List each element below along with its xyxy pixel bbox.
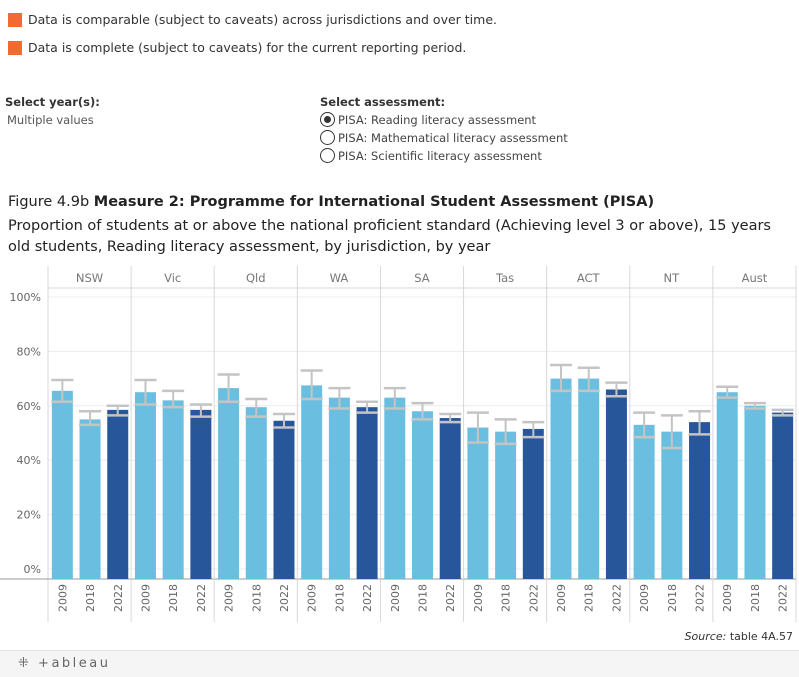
bar-wa-2009 (301, 385, 323, 579)
panel-label-sa: SA (414, 271, 430, 285)
radio-option-scientific[interactable]: PISA: Scientific literacy assessment (320, 148, 542, 163)
x-tick-label: 2022 (112, 584, 125, 612)
bar-qld-2009 (218, 388, 240, 579)
x-tick-label: 2022 (361, 584, 374, 612)
panel-label-wa: WA (330, 271, 349, 285)
panel-label-nt: NT (664, 271, 681, 285)
legend-row-comparable: Data is comparable (subject to caveats) … (8, 12, 497, 27)
x-tick-label: 2009 (721, 584, 734, 612)
x-tick-label: 2022 (444, 584, 457, 612)
x-tick-label: 2009 (56, 584, 69, 612)
y-tick-label: 40% (17, 454, 41, 467)
radio-option-reading[interactable]: PISA: Reading literacy assessment (320, 112, 536, 127)
bar-nsw-2009 (51, 390, 73, 579)
x-tick-label: 2018 (583, 584, 596, 612)
figure-title-text: Measure 2: Programme for International S… (93, 194, 655, 210)
panel-label-act: ACT (577, 271, 601, 285)
assessment-filter-title: Select assessment: (320, 95, 446, 109)
legend-swatch-comparable (8, 12, 22, 27)
x-tick-label: 2022 (694, 584, 707, 612)
bar-act-2022 (605, 389, 627, 579)
source-note: Source: table 4A.57 (685, 630, 793, 643)
y-tick-label: 0% (24, 563, 41, 576)
bar-sa-2009 (384, 397, 406, 579)
bar-qld-2022 (273, 420, 295, 579)
radio-selected-icon[interactable] (320, 112, 335, 127)
legend-text-complete: Data is complete (subject to caveats) fo… (28, 40, 467, 55)
source-label: Source: (684, 630, 727, 643)
y-tick-label: 60% (17, 400, 41, 413)
bar-nt-2009 (633, 424, 655, 579)
x-tick-label: 2009 (389, 584, 402, 612)
x-tick-label: 2009 (139, 584, 152, 612)
panel-label-qld: Qld (246, 271, 266, 285)
bar-chart: 0% 20% 40% 60% 80% 100% NSW 2009 2018 2022 Vic 2009… (0, 266, 797, 622)
radio-label-mathematical[interactable]: PISA: Mathematical literacy assessment (338, 130, 568, 145)
radio-label-scientific[interactable]: PISA: Scientific literacy assessment (338, 148, 542, 163)
year-filter-value[interactable]: Multiple values (7, 113, 94, 127)
y-tick-label: 80% (17, 345, 41, 358)
bar-wa-2018 (328, 397, 350, 579)
y-tick-label: 100% (10, 291, 41, 304)
bar-tas-2018 (495, 431, 517, 579)
bar-tas-2022 (522, 428, 544, 579)
y-tick-label: 20% (17, 509, 41, 522)
x-tick-label: 2022 (527, 584, 540, 612)
figure-title: Figure 4.9b Measure 2: Programme for Int… (8, 194, 654, 210)
x-tick-label: 2018 (84, 584, 97, 612)
legend-row-complete: Data is complete (subject to caveats) fo… (8, 40, 466, 55)
panel-label-tas: Tas (495, 271, 514, 285)
x-tick-label: 2022 (777, 584, 790, 612)
panel-label-nsw: NSW (76, 271, 103, 285)
x-tick-label: 2018 (250, 584, 263, 612)
x-tick-label: 2022 (278, 584, 291, 612)
x-tick-label: 2018 (417, 584, 430, 612)
year-filter-title: Select year(s): (5, 95, 100, 109)
bar-tas-2009 (467, 427, 489, 579)
bar-act-2009 (550, 378, 572, 579)
panel-label-aust: Aust (742, 271, 768, 285)
x-tick-label: 2022 (195, 584, 208, 612)
x-tick-label: 2018 (333, 584, 346, 612)
bar-vic-2022 (190, 409, 212, 579)
x-tick-label: 2009 (223, 584, 236, 612)
x-tick-label: 2018 (167, 584, 180, 612)
tableau-logo-text: +ableau (38, 656, 111, 671)
panel-label-vic: Vic (164, 271, 181, 285)
bar-nsw-2018 (79, 419, 101, 579)
figure-subtitle: Proportion of students at or above the n… (8, 218, 771, 255)
source-text: table 4A.57 (729, 630, 793, 643)
tableau-logo[interactable]: ⁜ +ableau (18, 656, 110, 671)
bar-act-2018 (578, 378, 600, 579)
x-tick-label: 2009 (472, 584, 485, 612)
bar-nsw-2022 (107, 409, 129, 579)
radio-option-mathematical[interactable]: PISA: Mathematical literacy assessment (320, 130, 568, 145)
figure-prefix: Figure 4.9b (8, 194, 90, 210)
bar-sa-2022 (439, 418, 461, 579)
bar-sa-2018 (412, 411, 433, 579)
bar-aust-2018 (744, 405, 766, 579)
bar-vic-2018 (162, 400, 184, 579)
legend-swatch-complete (8, 40, 22, 55)
x-tick-label: 2018 (500, 584, 513, 612)
x-tick-label: 2018 (749, 584, 762, 612)
bar-wa-2022 (356, 407, 378, 579)
bar-aust-2009 (716, 392, 738, 579)
x-tick-label: 2022 (610, 584, 623, 612)
bar-vic-2009 (134, 392, 156, 579)
radio-unselected-icon[interactable] (320, 148, 335, 163)
tableau-footer: ⁜ +ableau (0, 650, 799, 677)
bar-aust-2022 (772, 412, 794, 579)
legend-text-comparable: Data is comparable (subject to caveats) … (28, 12, 497, 27)
bar-nt-2022 (689, 422, 711, 579)
x-tick-label: 2009 (638, 584, 651, 612)
x-tick-label: 2009 (306, 584, 319, 612)
bar-nt-2018 (661, 431, 683, 579)
tableau-cross-icon: ⁜ (18, 656, 32, 671)
radio-unselected-icon[interactable] (320, 130, 335, 145)
radio-label-reading[interactable]: PISA: Reading literacy assessment (338, 112, 537, 127)
x-tick-label: 2018 (666, 584, 679, 612)
x-tick-label: 2009 (555, 584, 568, 612)
bar-qld-2018 (245, 407, 267, 579)
